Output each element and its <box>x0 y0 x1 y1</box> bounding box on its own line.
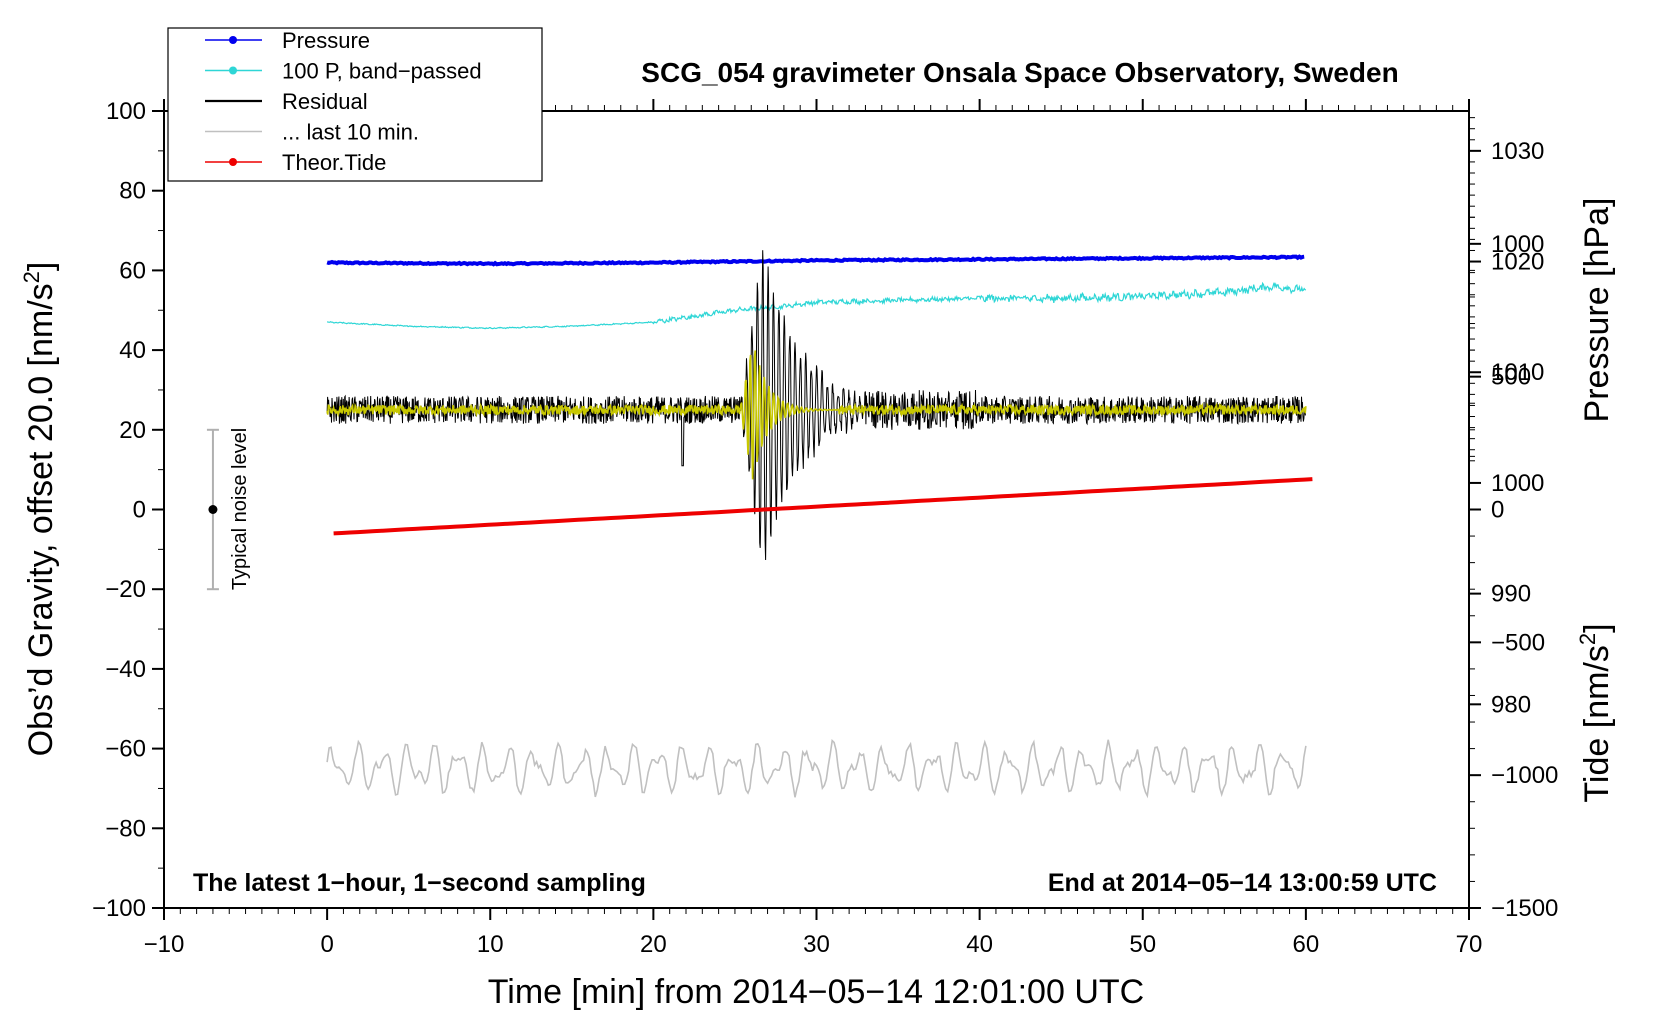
series-tide-line <box>333 477 1313 536</box>
y-tick-label: 40 <box>119 337 146 364</box>
legend-swatch-marker <box>229 36 237 44</box>
tide-tick-label: −1000 <box>1491 762 1558 789</box>
tide-tick-label: −500 <box>1491 629 1545 656</box>
y-axis-title-left: Obs’d Gravity, offset 20.0 [nm/s2] <box>19 262 60 757</box>
y-axis-title-tide-end: ] <box>1578 623 1616 632</box>
ticks-layer: −10 0 10 20 30 40 50 60 70−100−80−60−40−20020406… <box>92 98 1558 958</box>
x-tick-label: 70 <box>1456 931 1483 958</box>
y-axis-title-left-end: ] <box>22 262 60 271</box>
y-tick-label: 0 <box>133 497 146 524</box>
x-axis-title: Time [min] from 2014−05−14 12:01:00 UTC <box>488 973 1144 1011</box>
x-tick-label: 60 <box>1293 931 1320 958</box>
x-tick-label: 30 <box>803 931 830 958</box>
note-latest-hour: The latest 1−hour, 1−second sampling <box>193 869 646 897</box>
legend: Pressure 100 P, band−passed Residual ... la… <box>167 27 543 182</box>
y-tick-label: −60 <box>105 736 146 763</box>
typical-noise-label: Typical noise level <box>229 428 251 590</box>
y-axis-title-pressure: Pressure [hPa] <box>1578 198 1616 423</box>
legend-box <box>167 27 543 182</box>
noise-bar-center-dot <box>208 505 218 514</box>
legend-label: ... last 10 min. <box>282 120 419 145</box>
y-axis-title-tide-main: Tide [nm/s <box>1578 645 1616 802</box>
tide-tick-label: 500 <box>1491 364 1531 391</box>
legend-label: Theor.Tide <box>282 150 386 175</box>
y-tick-label: 80 <box>119 178 146 205</box>
pressure-tick-label: 1000 <box>1491 470 1544 497</box>
legend-label: Pressure <box>282 28 370 53</box>
pressure-tick-label: 1020 <box>1491 249 1544 276</box>
tide-tick-label: −1500 <box>1491 895 1558 922</box>
y-axis-title-left-sup: 2 <box>19 271 44 283</box>
tide-tick-label: 1000 <box>1491 231 1544 258</box>
chart-title: SCG_054 gravimeter Onsala Space Observat… <box>641 57 1398 88</box>
pressure-tick-label: 1010 <box>1491 359 1544 386</box>
legend-label: Residual <box>282 89 368 114</box>
tide-tick-label: 0 <box>1491 497 1504 524</box>
x-tick-label: 20 <box>640 931 667 958</box>
pressure-tick-label: 980 <box>1491 691 1531 718</box>
y-tick-label: −40 <box>105 656 146 683</box>
pressure-tick-label: 990 <box>1491 581 1531 608</box>
legend-swatch-marker <box>229 158 237 166</box>
series-last10-line <box>326 738 1307 799</box>
y-axis-title-left-main: Obs’d Gravity, offset 20.0 [nm/s <box>22 283 60 756</box>
y-tick-label: 60 <box>119 257 146 284</box>
series-bandpassed-line <box>326 281 1307 330</box>
series-filtered-residual-line <box>326 350 1307 480</box>
note-end-time: End at 2014−05−14 13:00:59 UTC <box>1048 869 1437 897</box>
y-axis-title-tide: Tide [nm/s2] <box>1575 623 1616 802</box>
series-pressure-line <box>326 254 1305 267</box>
y-tick-label: −80 <box>105 815 146 842</box>
x-tick-label: 40 <box>966 931 993 958</box>
typical-noise-bar <box>206 428 219 591</box>
y-tick-label: 100 <box>106 98 146 125</box>
legend-swatch-marker <box>229 66 237 75</box>
pressure-tick-label: 1030 <box>1491 138 1544 165</box>
x-tick-label: 0 <box>320 931 333 958</box>
y-tick-label: −100 <box>92 895 146 922</box>
y-tick-label: 20 <box>119 417 146 444</box>
series-layer <box>326 250 1313 799</box>
plot-frame <box>163 110 1470 909</box>
x-tick-label: 10 <box>477 931 504 958</box>
x-tick-label: −10 <box>144 931 185 958</box>
x-tick-label: 50 <box>1129 931 1156 958</box>
legend-label: 100 P, band−passed <box>282 59 482 84</box>
y-axis-title-tide-sup: 2 <box>1575 633 1600 645</box>
y-tick-label: −20 <box>105 576 146 603</box>
